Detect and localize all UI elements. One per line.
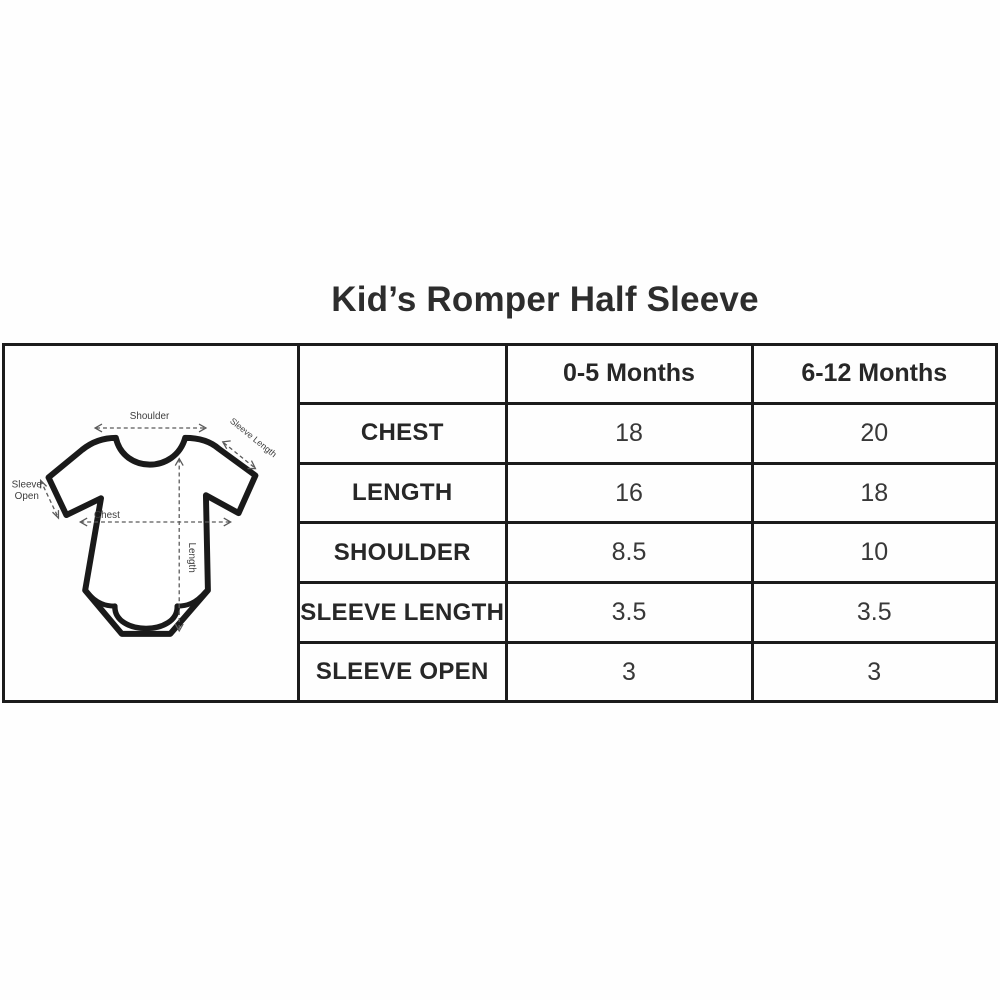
sleeve-length-value-0-5: 3.5 xyxy=(504,581,754,645)
sleeve-open-value-0-5: 3 xyxy=(504,641,754,700)
size-chart-figure: Shoulder Sleeve Length Sleeve Open Chest… xyxy=(2,343,998,703)
arrowhead xyxy=(221,440,231,450)
chest-label: Chest xyxy=(94,510,120,521)
shoulder-value-0-5: 8.5 xyxy=(504,521,754,585)
arrowhead xyxy=(52,510,60,520)
arrowhead xyxy=(93,423,103,433)
arrowhead xyxy=(198,423,208,433)
table-row-chest: CHEST 18 20 xyxy=(300,401,995,465)
size-table: 0-5 Months 6-12 Months CHEST 18 20 LENGT… xyxy=(300,346,995,700)
table-row-shoulder: SHOULDER 8.5 10 xyxy=(300,521,995,585)
column-header-0-5-months: 0-5 Months xyxy=(504,346,754,405)
row-label-sleeve-length: SLEEVE LENGTH xyxy=(300,581,508,645)
table-header-row: 0-5 Months 6-12 Months xyxy=(300,346,995,405)
size-table-region: 0-5 Months 6-12 Months CHEST 18 20 LENGT… xyxy=(300,346,995,700)
table-row-length: LENGTH 16 18 xyxy=(300,461,995,525)
sleeve-length-value-6-12: 3.5 xyxy=(750,581,995,645)
romper-leg-opening-left xyxy=(83,588,118,609)
length-value-6-12: 18 xyxy=(750,461,995,525)
sleeve-open-label-line1: Sleeve xyxy=(12,479,43,490)
chest-value-0-5: 18 xyxy=(504,401,754,465)
length-value-0-5: 16 xyxy=(504,461,754,525)
column-header-6-12-months: 6-12 Months xyxy=(750,346,995,405)
arrowhead xyxy=(247,460,257,470)
row-label-length: LENGTH xyxy=(300,461,508,525)
sleeve-open-label-line2: Open xyxy=(15,491,39,502)
row-label-chest: CHEST xyxy=(300,401,508,465)
chest-value-6-12: 20 xyxy=(750,401,995,465)
romper-outline xyxy=(45,434,259,637)
romper-diagram: Shoulder Sleeve Length Sleeve Open Chest… xyxy=(5,346,300,700)
page-title: Kid’s Romper Half Sleeve xyxy=(331,280,759,319)
shoulder-label: Shoulder xyxy=(130,411,170,422)
arrowhead xyxy=(174,457,184,466)
sleeve-open-value-6-12: 3 xyxy=(750,641,995,700)
romper-crotch-flap xyxy=(112,603,180,632)
sleeve-open-measure-line xyxy=(40,480,60,519)
arrowhead xyxy=(174,623,184,633)
romper-diagram-svg: Shoulder Sleeve Length Sleeve Open Chest… xyxy=(12,411,279,637)
row-label-shoulder: SHOULDER xyxy=(300,521,508,585)
arrowhead xyxy=(39,478,48,489)
shoulder-value-6-12: 10 xyxy=(750,521,995,585)
table-row-sleeve-length: SLEEVE LENGTH 3.5 3.5 xyxy=(300,581,995,645)
length-label: Length xyxy=(186,543,197,573)
arrowhead xyxy=(78,517,88,527)
table-corner-cell xyxy=(300,346,508,405)
table-row-sleeve-open: SLEEVE OPEN 3 3 xyxy=(300,641,995,700)
row-label-sleeve-open: SLEEVE OPEN xyxy=(300,641,508,700)
arrowhead xyxy=(223,517,232,527)
